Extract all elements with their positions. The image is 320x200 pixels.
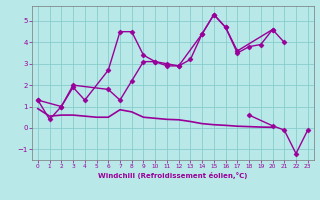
X-axis label: Windchill (Refroidissement éolien,°C): Windchill (Refroidissement éolien,°C) (98, 172, 247, 179)
